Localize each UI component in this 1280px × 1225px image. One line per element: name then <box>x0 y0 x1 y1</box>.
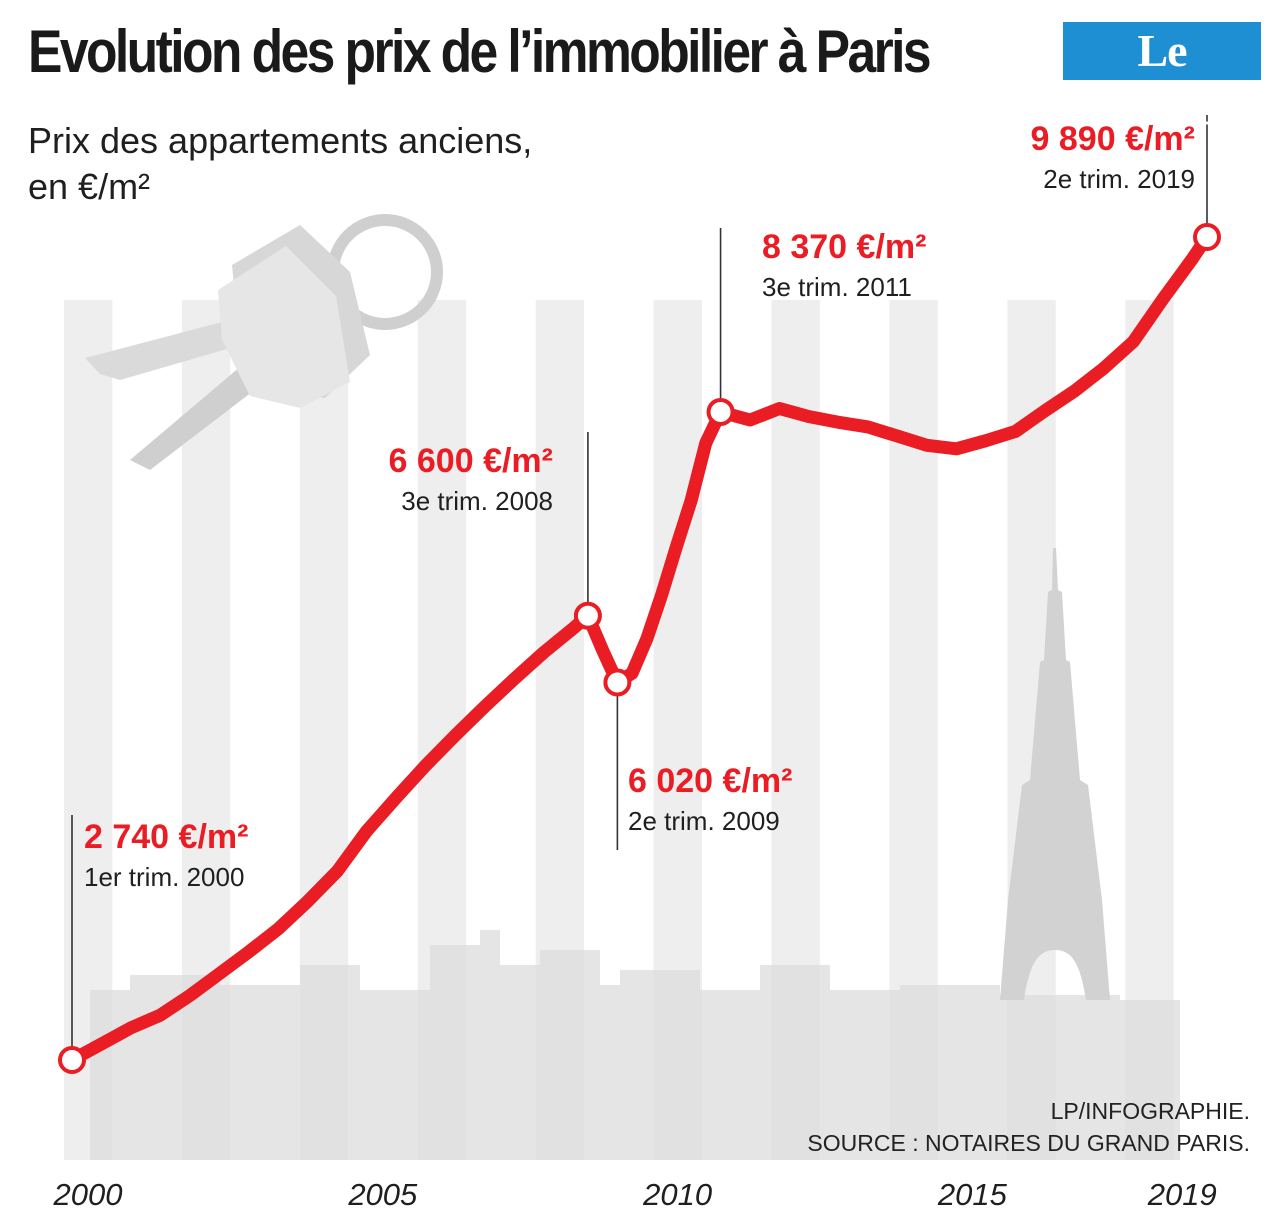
annotation-period: 3e trim. 2011 <box>762 272 912 302</box>
x-tick-label: 2000 <box>53 1177 123 1212</box>
chart-title: Evolution des prix de l’immobilier à Par… <box>28 18 932 85</box>
annotation-period: 2e trim. 2019 <box>1043 164 1195 194</box>
peak-marker <box>1193 223 1221 251</box>
annotation-value: 8 370 €/m² <box>762 228 926 266</box>
subtitle-line-1: Prix des appartements anciens, <box>28 120 533 161</box>
peak-marker <box>603 668 632 697</box>
subtitle-line-2: en €/m² <box>28 166 151 207</box>
le-parisien-logo: Le Parisien <box>1063 22 1261 134</box>
annotation-leaders <box>71 115 1208 1060</box>
keys-icon <box>85 214 443 470</box>
x-tick-label: 2019 <box>1147 1177 1217 1212</box>
peak-markers <box>58 223 1221 1074</box>
source-credits: LP/INFOGRAPHIE. SOURCE : NOTAIRES DU GRA… <box>807 1095 1250 1159</box>
eiffel-tower-icon <box>1000 548 1110 1000</box>
x-tick-label: 2010 <box>642 1177 712 1212</box>
price-line <box>65 230 1214 1067</box>
annotations: 2 740 €/m² 1er trim. 2000 6 600 €/m² 3e tri… <box>84 120 1195 892</box>
x-axis: 2000 2005 2010 2015 2019 <box>53 1177 1217 1212</box>
chart-subtitle: Prix des appartements anciens, en €/m² <box>28 118 648 210</box>
peak-marker <box>58 1046 86 1074</box>
peak-marker <box>573 601 602 630</box>
x-tick-label: 2005 <box>347 1177 418 1212</box>
annotation-value: 6 600 €/m² <box>389 442 553 480</box>
credit-line: LP/INFOGRAPHIE. <box>1050 1098 1250 1124</box>
annotation-period: 1er trim. 2000 <box>84 862 244 892</box>
annotation-value: 6 020 €/m² <box>628 762 792 800</box>
peak-marker <box>706 397 735 426</box>
skyline-illustration <box>90 930 1180 1160</box>
annotation-value: 9 890 €/m² <box>1031 120 1195 158</box>
x-tick-label: 2015 <box>937 1177 1008 1212</box>
source-line: SOURCE : NOTAIRES DU GRAND PARIS. <box>807 1130 1250 1156</box>
annotation-period: 2e trim. 2009 <box>628 806 780 836</box>
annotation-period: 3e trim. 2008 <box>401 486 553 516</box>
annotation-value: 2 740 €/m² <box>84 818 248 856</box>
